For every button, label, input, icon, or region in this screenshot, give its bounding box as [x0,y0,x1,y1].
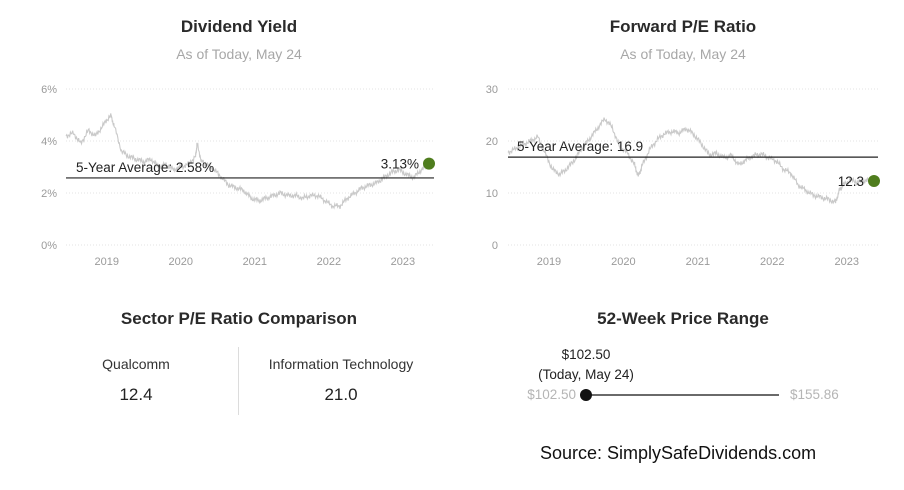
y-tick-label: 0% [41,240,57,252]
range-low-label: $102.50 [527,387,576,402]
range-current-marker [580,389,592,401]
y-tick-label: 20 [486,136,498,148]
y-tick-label: 10 [486,188,498,200]
x-tick-label: 2023 [391,256,415,268]
x-tick-label: 2022 [760,256,784,268]
chart-title-dividend-yield: Dividend Yield [180,17,298,36]
chart-title-forward-pe: Forward P/E Ratio [609,17,757,36]
sector-item-qualcomm-name: Qualcomm [102,356,170,372]
series-line [65,113,429,210]
y-tick-label: 2% [41,188,57,200]
sector-item-tech-name: Information Technology [268,356,414,372]
chart-subtitle-dividend-yield: As of Today, May 24 [176,46,302,62]
y-tick-label: 4% [41,136,57,148]
series-line [507,117,874,205]
x-tick-label: 2020 [169,256,193,268]
sector-comparison-title: Sector P/E Ratio Comparison [120,309,358,328]
current-value-dot [423,157,435,170]
x-tick-label: 2023 [834,256,858,268]
sector-divider [238,347,239,415]
average-label: 5-Year Average: 16.9 [517,139,643,154]
range-high-label: $155.86 [790,387,839,402]
y-tick-label: 30 [486,84,498,96]
average-label: 5-Year Average: 2.58% [76,160,214,175]
x-tick-label: 2021 [686,256,710,268]
x-tick-label: 2022 [317,256,341,268]
x-tick-label: 2020 [611,256,635,268]
range-current-price: $102.50 [561,347,611,362]
x-tick-label: 2019 [94,256,118,268]
y-tick-label: 0 [492,240,498,252]
chart-subtitle-forward-pe: As of Today, May 24 [620,46,746,62]
current-value-label: 3.13% [381,157,419,172]
current-value-label: 12.3 [838,174,864,189]
source-credit: Source: SimplySafeDividends.com [540,443,817,463]
current-value-dot [868,175,880,188]
sector-item-qualcomm-value: 12.4 [119,385,153,404]
x-tick-label: 2021 [243,256,267,268]
y-tick-label: 6% [41,84,57,96]
price-range-title: 52-Week Price Range [597,309,769,328]
sector-item-tech-value: 21.0 [324,385,358,404]
x-tick-label: 2019 [537,256,561,268]
range-current-date: (Today, May 24) [538,367,634,382]
